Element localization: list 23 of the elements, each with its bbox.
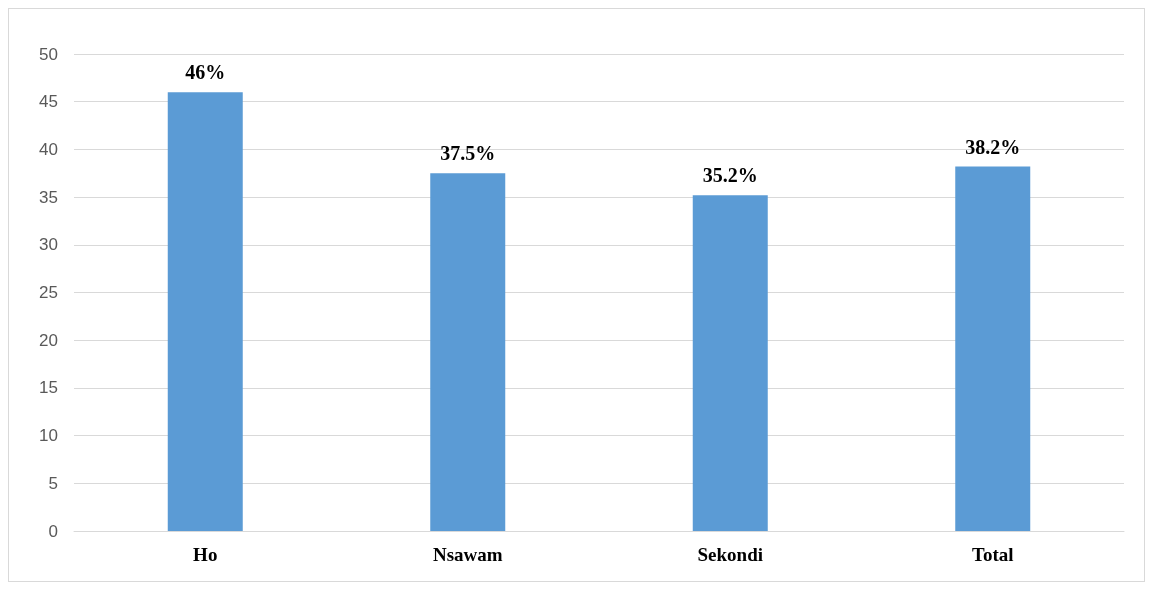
y-tick-label: 50: [39, 44, 58, 64]
data-label: 38.2%: [965, 135, 1021, 158]
data-label: 35.2%: [702, 164, 758, 187]
data-label: 46%: [185, 61, 226, 84]
x-tick-label: Sekondi: [697, 544, 763, 565]
y-tick-label: 10: [39, 426, 58, 446]
bar: [167, 92, 243, 531]
y-tick-label: 40: [39, 139, 58, 159]
bar: [955, 166, 1031, 531]
y-tick-label: 25: [39, 283, 58, 302]
x-tick-label: Nsawam: [432, 544, 503, 565]
y-tick-label: 15: [39, 378, 58, 398]
y-tick-label: 5: [48, 473, 58, 493]
x-tick-label: Total: [971, 544, 1014, 565]
bar: [430, 173, 506, 531]
y-tick-label: 0: [48, 521, 58, 541]
bar: [692, 195, 768, 531]
x-tick-label: Ho: [193, 544, 218, 565]
y-tick-label: 30: [39, 235, 58, 255]
data-label: 37.5%: [440, 142, 496, 165]
y-tick-label: 20: [39, 330, 58, 350]
y-tick-label: 35: [39, 187, 58, 207]
y-tick-label: 45: [39, 92, 58, 112]
